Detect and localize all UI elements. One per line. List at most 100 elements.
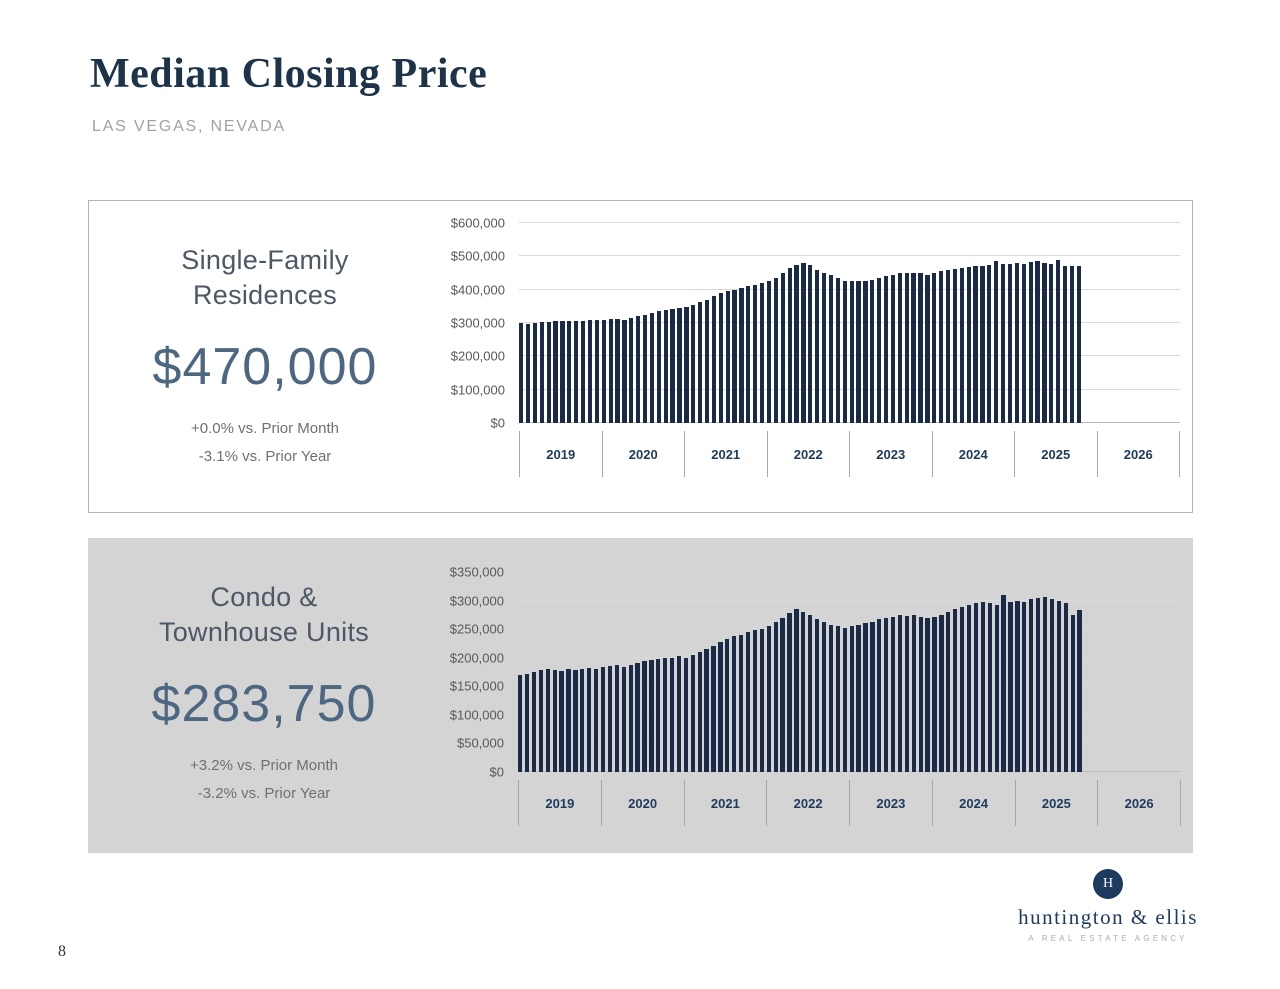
bar (704, 649, 709, 772)
y-axis-tick-label: $350,000 (449, 564, 504, 580)
y-axis-tick-label: $300,000 (450, 315, 505, 331)
bar (1042, 263, 1047, 423)
bar (711, 646, 716, 772)
bar (835, 626, 840, 772)
bar (863, 623, 868, 772)
bar (1070, 614, 1075, 772)
bar (890, 274, 896, 423)
bar (573, 670, 578, 772)
bar (683, 657, 689, 772)
bar (932, 273, 937, 423)
bar (780, 273, 785, 423)
bar (676, 656, 682, 772)
bar (773, 622, 778, 772)
bar (524, 673, 530, 772)
bar (1029, 599, 1034, 772)
bar (828, 274, 834, 423)
bar (856, 281, 861, 423)
bar (759, 629, 764, 772)
gridline (519, 222, 1180, 223)
bar (987, 264, 992, 423)
bar (904, 273, 909, 423)
single-family-chart: $0 $100,000 $200,000 $300,000 $400,000 $500,0… (441, 201, 1180, 512)
bar (1063, 602, 1068, 772)
bar (890, 616, 896, 772)
plot-area (519, 222, 1180, 423)
single-family-summary: Single-Family Residences $470,000 +0.0% … (89, 201, 441, 512)
bar (704, 299, 710, 423)
bar (532, 323, 538, 423)
bar (615, 318, 620, 423)
bar (787, 268, 792, 423)
bar (939, 614, 944, 772)
bar (574, 321, 579, 423)
single-family-price: $470,000 (152, 338, 378, 397)
bar (636, 316, 641, 423)
bar (545, 669, 550, 772)
condo-stat-month: +3.2% vs. Prior Month (190, 757, 338, 775)
bar (1056, 600, 1061, 772)
bar (1062, 266, 1068, 423)
bar (753, 284, 758, 423)
bar (663, 657, 668, 772)
bar (766, 281, 772, 423)
bar (739, 634, 744, 772)
bar (904, 616, 910, 772)
bar (980, 601, 985, 772)
bar (842, 281, 847, 423)
bar (828, 624, 834, 772)
bar (863, 281, 868, 423)
bar (1035, 598, 1041, 772)
bar (960, 607, 965, 772)
x-axis-year-label: 2023 (849, 431, 932, 477)
y-axis-tick-label: $0 (489, 764, 504, 780)
bar (849, 281, 854, 423)
y-axis-tick-label: $250,000 (449, 621, 504, 637)
bar (711, 296, 717, 423)
bar (567, 321, 572, 423)
bar (932, 616, 937, 772)
bar (559, 670, 564, 772)
bar (870, 279, 875, 423)
plot-area (518, 571, 1181, 772)
x-axis-year-label: 2023 (849, 780, 932, 826)
bar (560, 321, 565, 423)
bar (642, 314, 648, 423)
bar (580, 669, 585, 772)
y-axis-tick-label: $200,000 (450, 348, 505, 364)
page-title: Median Closing Price (90, 51, 488, 97)
bar (566, 669, 571, 772)
x-axis-year-label: 2019 (519, 431, 602, 477)
bar (752, 630, 758, 772)
x-axis-year-label: 2021 (684, 431, 767, 477)
bar (911, 273, 916, 423)
y-axis-tick-label: $150,000 (449, 678, 504, 694)
bar (794, 609, 799, 772)
bar (842, 628, 847, 772)
y-axis-tick-label: $50,000 (457, 735, 504, 751)
bar (1008, 601, 1013, 772)
bar (821, 273, 827, 423)
bar (883, 276, 889, 423)
bar (1000, 264, 1006, 423)
bar (1022, 602, 1027, 772)
bar (608, 319, 613, 423)
bar (780, 617, 785, 772)
bar (835, 278, 840, 423)
bar (690, 654, 695, 772)
y-axis-tick-label: $500,000 (450, 248, 505, 264)
page-number: 8 (58, 943, 66, 960)
bar (601, 319, 606, 423)
bar (849, 626, 854, 772)
y-axis-tick-label: $0 (490, 415, 505, 431)
bar (531, 672, 537, 772)
bar (973, 603, 979, 772)
bar (525, 323, 531, 423)
bar (587, 320, 593, 423)
bar (994, 261, 999, 423)
bar (697, 652, 702, 772)
bar (745, 632, 751, 772)
x-axis-year-label: 2022 (766, 780, 849, 826)
bar (808, 264, 813, 423)
